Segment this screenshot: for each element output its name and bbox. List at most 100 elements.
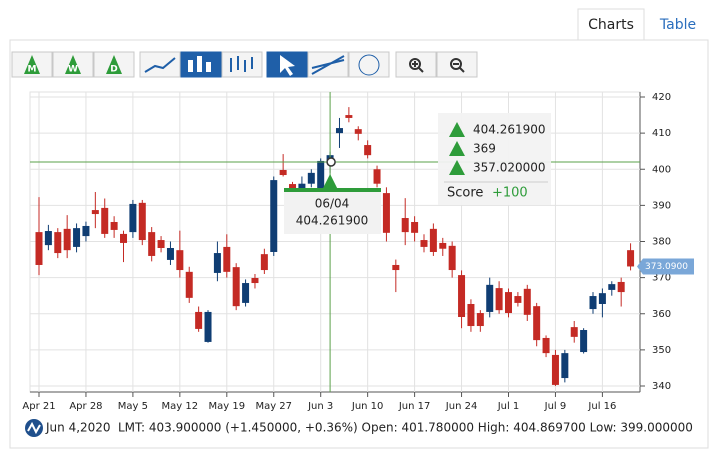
y-tick-label: 360: [652, 309, 671, 320]
candle-body: [505, 292, 512, 314]
tooltip-date: 06/04: [315, 197, 350, 211]
panel-score: +100: [492, 186, 528, 201]
btn-line[interactable]: [139, 51, 181, 78]
icon: [450, 58, 462, 70]
y-tick-label: 380: [652, 237, 671, 248]
icon: [280, 55, 295, 76]
x-tick-label: Jun 17: [398, 401, 431, 412]
panel-value: 404.261900: [473, 123, 546, 137]
x-tick-label: Apr 28: [69, 401, 102, 412]
icon: [197, 56, 202, 72]
candle-body: [429, 228, 437, 252]
icon: [144, 57, 176, 73]
y-tick-label: 420: [652, 92, 671, 103]
candle-body: [608, 284, 616, 290]
candle-body: [439, 242, 447, 249]
candle-body: [279, 169, 287, 176]
panel-score-label: Score: [447, 186, 483, 201]
panel-value: 369: [473, 142, 496, 156]
candle-body: [82, 225, 90, 237]
crosshair-dot: [326, 157, 336, 167]
candle-body: [458, 275, 466, 318]
candle-body: [533, 306, 541, 341]
candle-body: [138, 202, 146, 241]
candle-body: [223, 246, 231, 272]
candle-body: [561, 353, 569, 379]
candle-body: [91, 210, 99, 215]
toolbar: M W D: [11, 51, 478, 78]
candle-body: [373, 169, 381, 184]
tab-table[interactable]: Table: [659, 17, 696, 33]
candle-body: [166, 248, 174, 260]
candle-body: [598, 293, 606, 304]
candle-body: [551, 354, 559, 385]
candle-body: [157, 240, 165, 249]
icon: [24, 55, 40, 74]
x-tick-label: Jul 1: [497, 401, 520, 412]
tooltip-value: 404.261900: [296, 214, 369, 228]
candle-body: [213, 253, 221, 273]
y-tick-label: 390: [652, 200, 671, 211]
candle-body: [101, 207, 109, 234]
candle-body: [589, 296, 597, 310]
last-price-flag: [637, 258, 694, 275]
btn-ohlc[interactable]: [221, 51, 263, 78]
chart-panel: [9, 39, 709, 449]
candle-body: [307, 172, 315, 184]
candle-body: [176, 250, 184, 271]
icon: [358, 54, 380, 76]
candle-body: [35, 232, 43, 265]
y-tick-label: 370: [652, 273, 671, 284]
info-date: Jun 4,2020: [45, 421, 111, 435]
candle-body: [242, 283, 250, 303]
candle-body: [54, 232, 62, 254]
tooltip-icon: [323, 174, 338, 188]
icon: [27, 421, 41, 435]
candle-body: [617, 281, 625, 293]
icon: [106, 55, 122, 74]
candle-body: [63, 228, 71, 251]
candle-body: [382, 193, 390, 233]
candle-body: [514, 296, 522, 303]
candle-body: [195, 311, 203, 329]
overlay: 06/04 404.261900 404.261900 369 357.020000 Sc…: [30, 92, 694, 392]
x-tick-label: May 19: [209, 401, 246, 412]
period-label: W: [68, 65, 78, 75]
candle-body: [401, 218, 409, 233]
candle-body: [204, 311, 212, 342]
panel-value: 357.020000: [473, 161, 546, 175]
plot: 340 350 360 370 380 390 400 410 420 Apr 21 Apr 28 M…: [22, 92, 671, 412]
candle-body: [476, 313, 484, 327]
x-tick-label: May 27: [255, 401, 292, 412]
candle-body: [364, 145, 372, 156]
info-text: LMT: 403.900000 (+1.450000, +0.36%) Open…: [118, 421, 693, 435]
icon: [206, 62, 211, 72]
y-tick-label: 410: [652, 128, 671, 139]
y-tick-label: 340: [652, 381, 671, 392]
candle-body: [298, 183, 306, 191]
candle-body: [523, 288, 531, 315]
icon: [65, 55, 81, 74]
tab-box[interactable]: [577, 8, 645, 42]
candle-body: [486, 284, 494, 312]
candle-body: [335, 128, 343, 134]
candle-body: [542, 337, 550, 354]
panel-icon: [449, 122, 465, 137]
btn-fib[interactable]: [348, 51, 390, 78]
candle-body: [44, 231, 52, 246]
candle-body: [392, 264, 400, 271]
period-label: M: [28, 65, 37, 75]
candle-body: [354, 129, 362, 134]
tab-charts[interactable]: Charts: [588, 17, 634, 33]
x-tick-label: May 5: [118, 401, 148, 412]
candle-body: [251, 277, 259, 284]
candle-body: [448, 245, 456, 271]
candle-body: [120, 233, 128, 243]
candle-body: [411, 221, 419, 233]
icon: [311, 55, 345, 75]
last-price-label: 373.0900: [645, 262, 688, 272]
candle-body: [467, 303, 475, 327]
icon: [412, 61, 424, 73]
x-tick-label: Jun 3: [307, 401, 333, 412]
